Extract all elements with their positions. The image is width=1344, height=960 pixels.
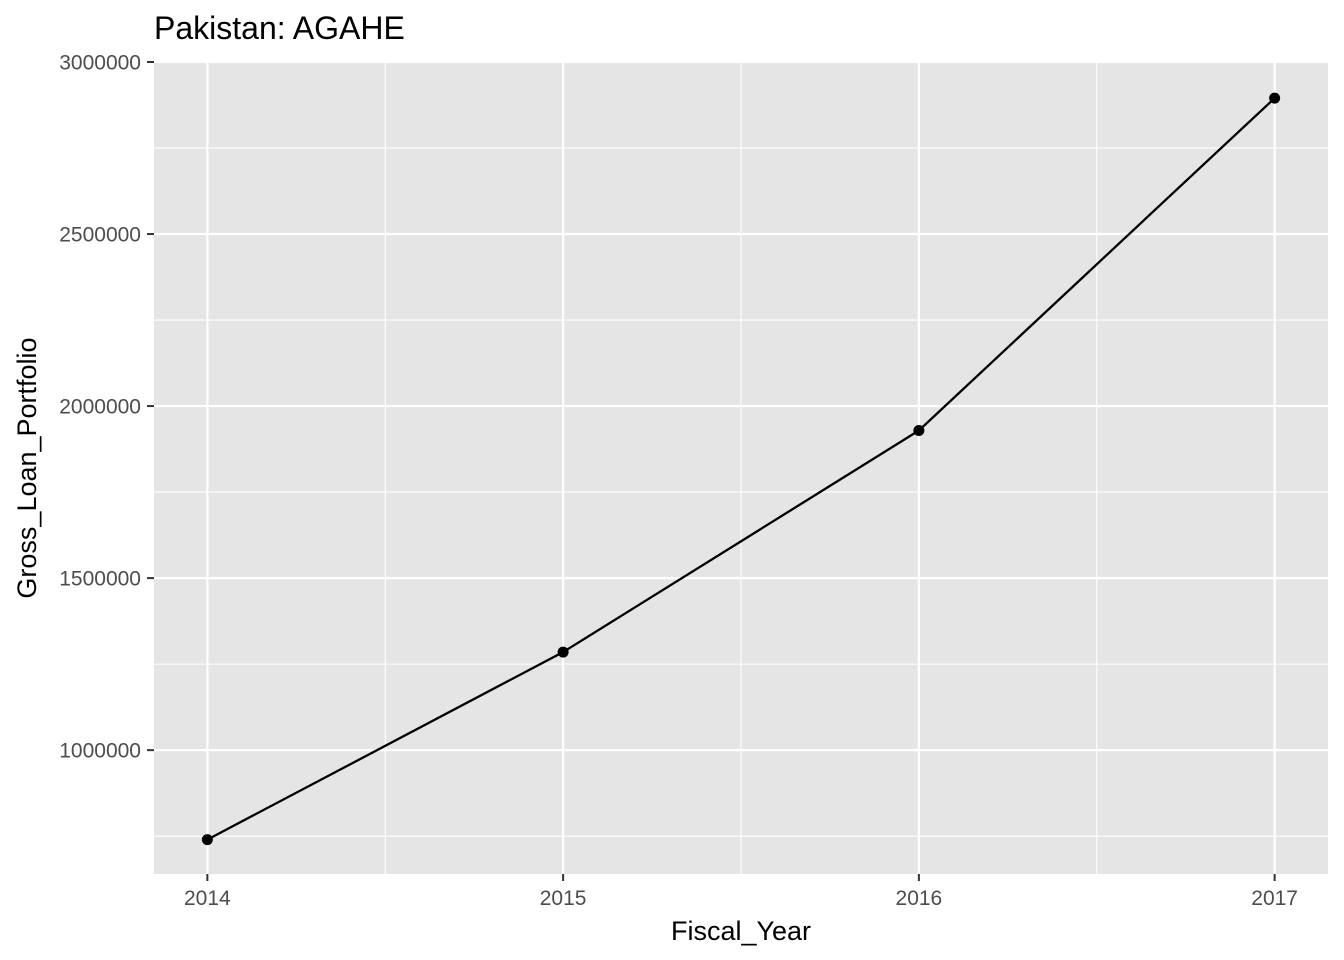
x-tick-label: 2015: [540, 887, 587, 910]
x-tick-label: 2014: [184, 887, 231, 910]
x-axis-title: Fiscal_Year: [671, 916, 811, 946]
series-line: [206, 97, 1276, 841]
chart-title: Pakistan: AGAHE: [154, 10, 405, 46]
data-point: [201, 834, 213, 846]
y-tick-label: 2000000: [59, 396, 141, 419]
axis-ticks: [147, 61, 1276, 881]
data-point: [913, 424, 925, 436]
minor-gridlines: [154, 62, 1328, 874]
y-tick-label: 3000000: [59, 52, 141, 75]
x-tick-label: 2016: [896, 887, 943, 910]
y-tick-label: 1500000: [59, 568, 141, 591]
x-tick-label: 2017: [1251, 887, 1298, 910]
series-layer: [201, 92, 1281, 846]
tick-labels: 2014 2015 2016 2017 1000000 1500000 2000000 250…: [59, 52, 1298, 911]
y-tick-label: 1000000: [59, 740, 141, 763]
data-point: [1269, 92, 1281, 104]
data-point: [557, 646, 569, 658]
y-axis-title: Gross_Loan_Portfolio: [12, 337, 42, 598]
y-tick-label: 2500000: [59, 224, 141, 247]
major-gridlines: [154, 60, 1328, 874]
